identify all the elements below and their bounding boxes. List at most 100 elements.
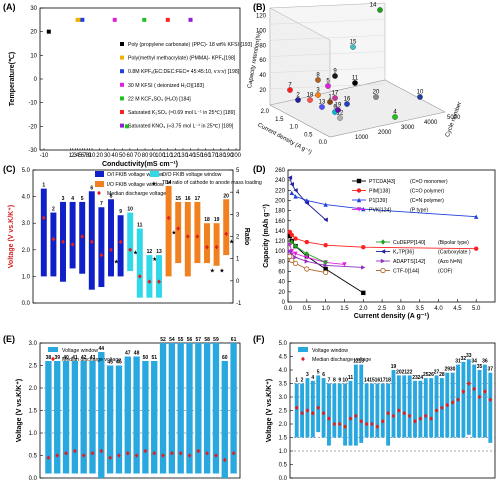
bar-label: 3 [306, 372, 309, 378]
median-marker [407, 413, 412, 419]
data-point [332, 95, 338, 101]
median-marker [128, 247, 133, 253]
median-marker [466, 381, 471, 386]
median-marker [99, 252, 104, 258]
voltage-bar [429, 378, 434, 438]
y2-tick-label: 0 [236, 279, 240, 285]
bar-label: 3 [62, 196, 65, 202]
data-point [46, 29, 51, 34]
bar-label: 22 [407, 369, 413, 375]
bar-label: 18 [204, 217, 210, 223]
y-tick-label: 2.0 [279, 422, 288, 428]
bar-label: 50 [143, 355, 149, 361]
data-point [327, 99, 333, 105]
voltage-bar [80, 361, 87, 474]
voltage-bar [142, 361, 149, 474]
x-tick-label: 4.5 [453, 306, 462, 312]
bar-label: 28 [439, 372, 445, 378]
data-point [78, 17, 82, 22]
y-tick-label: 1.0 [29, 431, 38, 437]
bar-label: 6 [90, 185, 93, 191]
y-tick-label: 20 [278, 290, 285, 296]
grid-line [269, 51, 386, 57]
voltage-bar [359, 364, 364, 443]
voltage-bar [195, 343, 202, 474]
data-point [295, 97, 301, 103]
y-axis-title: Voltage (V vs.K/K⁺) [8, 205, 15, 268]
legend-marker [356, 207, 362, 212]
y-tick-label: 2000 [378, 130, 392, 136]
bar-label: 19 [214, 217, 220, 223]
median-marker [137, 274, 142, 279]
data-point [350, 44, 356, 50]
y-tick-label: 20 [30, 30, 37, 36]
x-tick-label: 7 [83, 153, 87, 159]
y-tick-label: 5.0 [279, 341, 288, 347]
median-marker [89, 239, 94, 245]
median-marker [46, 455, 51, 461]
median-marker [386, 410, 391, 416]
x-tick-label: 1.0 [321, 306, 330, 312]
y-tick-label: 0.5 [29, 454, 38, 460]
voltage-bar [380, 383, 385, 438]
median-marker [161, 453, 165, 458]
bar-label: 24 [418, 375, 424, 381]
legend-label: 30 M KFSI ( deionized H₂O)[183] [128, 83, 204, 89]
data-point [293, 236, 298, 241]
x-tick-label: 170 [208, 153, 219, 159]
data-point [337, 115, 343, 121]
z-tick-label: 60 [259, 58, 266, 64]
median-marker [348, 416, 353, 421]
panel-b: (B)204060801001200.00.51.01.52.010002000… [247, 2, 463, 156]
x-tick-label: 2.0 [359, 306, 368, 312]
voltage-bar [89, 361, 96, 474]
median-marker [143, 448, 148, 454]
data-point [342, 262, 347, 267]
bar-label: 33 [466, 353, 472, 359]
bar-label: 8 [110, 193, 113, 199]
bar-label: 27 [434, 369, 440, 375]
z-tick-label: 100 [256, 28, 267, 34]
median-marker [429, 416, 434, 421]
bar-label: 1 [42, 183, 45, 189]
point-label: 20 [373, 90, 380, 96]
x-tick-label: 1.5 [340, 306, 349, 312]
data-point [323, 259, 328, 266]
point-label: 18 [307, 93, 314, 99]
bar-label: 41 [72, 355, 78, 361]
voltage-bar [482, 364, 487, 438]
y-tick-label: 3.0 [22, 221, 31, 227]
x-tick-label: 50 [119, 153, 126, 159]
median-marker [391, 413, 396, 419]
legend-marker [356, 197, 362, 203]
panel-c-label: (C) [3, 164, 16, 174]
y-tick-label: 2.5 [279, 409, 288, 415]
median-marker [472, 386, 477, 392]
data-point [287, 249, 293, 254]
data-point [304, 200, 310, 206]
point-label: 12 [337, 111, 344, 117]
legend-swatch [150, 171, 159, 177]
x-axis-title: Current density (A g⁻¹) [256, 122, 312, 156]
x-tick-label: 200 [231, 153, 242, 159]
median-marker [72, 448, 77, 454]
bar-label: 18 [385, 378, 391, 384]
bar-label: 15 [369, 378, 375, 384]
bar-label: 13 [156, 249, 162, 255]
median-marker [300, 410, 304, 416]
data-point [323, 217, 328, 222]
median-marker [41, 215, 46, 221]
voltage-bar [194, 201, 201, 264]
bar-label: 38 [46, 355, 52, 361]
data-point [323, 202, 328, 207]
y-tick-label: -30 [28, 148, 37, 154]
y-tick-label: 100 [275, 249, 286, 255]
voltage-bar [466, 359, 471, 435]
median-marker [125, 450, 130, 456]
median-marker [364, 421, 369, 427]
legend-median-marker [97, 190, 101, 196]
bar-label: 8 [333, 378, 336, 384]
point-label: 13 [319, 100, 326, 106]
data-point [112, 17, 117, 22]
